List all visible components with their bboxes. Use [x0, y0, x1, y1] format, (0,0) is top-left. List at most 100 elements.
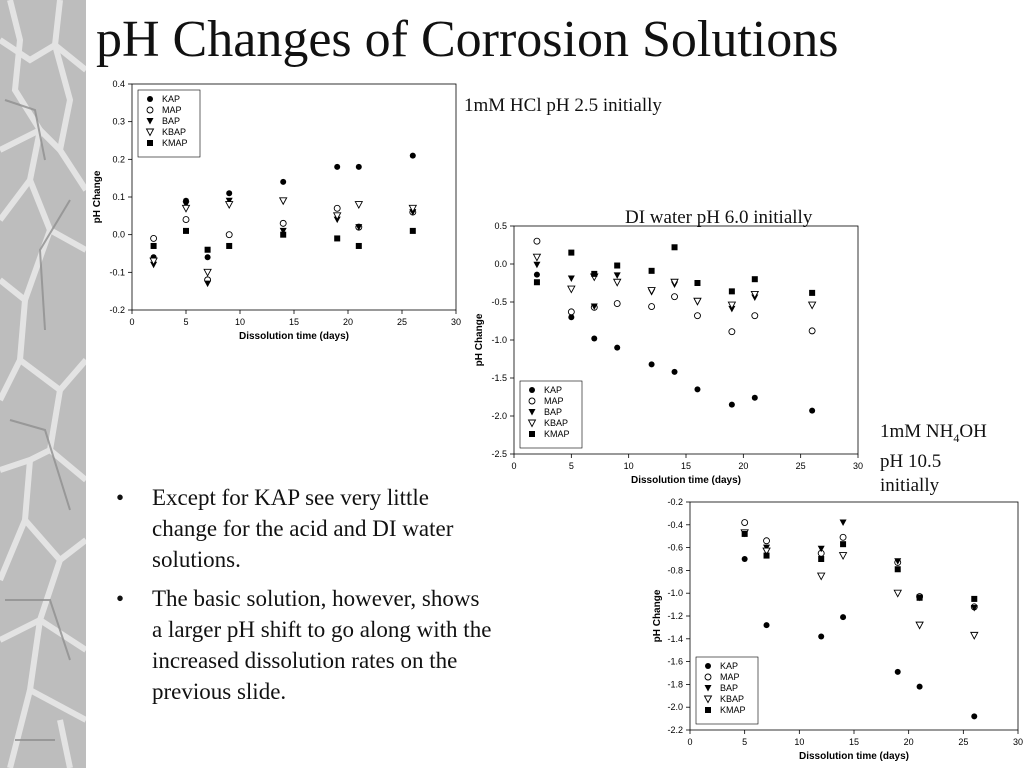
data-point: [533, 261, 541, 269]
data-point: [533, 237, 541, 245]
data-point: [839, 519, 847, 527]
bullet-dot-icon: •: [116, 485, 125, 510]
data-point: [613, 272, 621, 279]
base-caption-line-3: initially: [880, 474, 940, 496]
data-point: [818, 633, 825, 640]
data-point: [894, 668, 901, 675]
y-tick-label: -1.0: [667, 588, 683, 598]
legend-label: KMAP: [720, 705, 746, 715]
y-tick-label: -1.8: [667, 679, 683, 689]
y-tick-label: -0.4: [667, 520, 683, 530]
data-point: [203, 268, 212, 277]
data-point: [839, 533, 847, 541]
data-point: [838, 552, 848, 561]
legend-label: KAP: [544, 385, 562, 395]
data-point: [590, 303, 598, 311]
data-point: [751, 276, 758, 283]
data-point: [807, 301, 817, 310]
y-axis-title: pH Change: [652, 589, 663, 642]
data-point: [809, 407, 816, 414]
decorative-side-strip: [0, 0, 89, 769]
x-tick-label: 20: [738, 461, 748, 471]
data-point: [916, 683, 923, 690]
base-caption-subscript: 4: [953, 430, 960, 445]
data-point: [741, 530, 748, 537]
data-point: [751, 312, 759, 320]
data-point: [915, 621, 924, 630]
data-point: [693, 297, 702, 306]
data-point: [614, 262, 621, 269]
x-tick-label: 20: [343, 317, 353, 327]
y-tick-label: -1.5: [491, 373, 507, 383]
data-point: [181, 204, 191, 213]
legend-label: BAP: [162, 116, 180, 126]
data-point: [741, 519, 749, 526]
data-point: [809, 289, 816, 296]
y-tick-label: 0.1: [112, 192, 125, 202]
x-tick-label: 25: [397, 317, 407, 327]
data-point: [970, 631, 979, 640]
data-point: [150, 234, 158, 242]
acid-chart-caption: 1mM HCl pH 2.5 initially: [464, 95, 662, 116]
legend-label: KAP: [162, 94, 180, 104]
data-point: [409, 152, 416, 159]
series-kmap: [150, 227, 416, 253]
base-caption-line-1: 1mM NH4OH: [880, 420, 1020, 450]
x-axis-title: Dissolution time (days): [799, 751, 909, 762]
legend-marker: [703, 695, 713, 704]
bullet-item: • The basic solution, however, shows a la…: [112, 583, 492, 707]
data-point: [280, 231, 287, 238]
cracked-texture-pattern: [0, 0, 89, 769]
data-point: [150, 242, 157, 249]
base-ph-change-chart: -2.2 -2.0 -1.8 -1.6 -1.4 -1.2 -1.0 -0.8 -0.6 -0.4…: [652, 497, 1023, 762]
data-point: [694, 386, 701, 393]
data-point: [750, 290, 760, 299]
data-point: [225, 231, 233, 239]
legend-marker: [705, 663, 711, 669]
y-tick-label: 0.0: [112, 230, 125, 240]
y-tick-label: 0.5: [494, 221, 507, 231]
data-point: [971, 713, 978, 720]
bullet-dot-icon: •: [116, 586, 125, 611]
data-point: [671, 244, 678, 251]
data-point: [916, 594, 923, 601]
data-point: [741, 556, 748, 562]
data-point: [647, 287, 656, 296]
x-tick-label: 0: [511, 461, 516, 471]
data-point: [204, 254, 211, 261]
data-point: [763, 552, 770, 559]
series-kbap: [149, 197, 418, 277]
y-tick-label: -0.5: [491, 297, 507, 307]
legend-label: MAP: [162, 105, 182, 115]
legend-label: BAP: [544, 407, 562, 417]
y-tick-label: -2.5: [491, 449, 507, 459]
x-tick-label: 5: [183, 317, 188, 327]
data-point: [612, 278, 622, 287]
data-point: [762, 547, 771, 556]
data-point: [591, 270, 598, 277]
y-tick-label: 0.4: [112, 79, 125, 89]
data-point: [808, 327, 816, 335]
legend-label: KBAP: [544, 418, 568, 428]
series-map: [741, 519, 978, 611]
data-point: [728, 328, 736, 336]
legend-marker: [146, 106, 154, 114]
x-axis-title: Dissolution time (days): [239, 331, 349, 342]
y-tick-label: -0.8: [667, 565, 683, 575]
legend-label: KAP: [720, 661, 738, 671]
data-point: [183, 227, 189, 234]
data-point: [408, 204, 418, 213]
x-tick-label: 10: [794, 737, 804, 747]
legend-label: KBAP: [162, 127, 186, 137]
data-point: [355, 163, 362, 170]
x-tick-label: 30: [451, 317, 461, 327]
data-point: [279, 227, 287, 235]
legend-marker: [145, 128, 155, 137]
data-point: [671, 293, 678, 301]
base-chart-caption: 1mM NH4OH pH 10.5 initially: [880, 420, 1020, 498]
series-kmap: [533, 244, 816, 296]
data-point: [334, 163, 341, 170]
data-point: [648, 303, 656, 311]
x-tick-label: 10: [235, 317, 245, 327]
